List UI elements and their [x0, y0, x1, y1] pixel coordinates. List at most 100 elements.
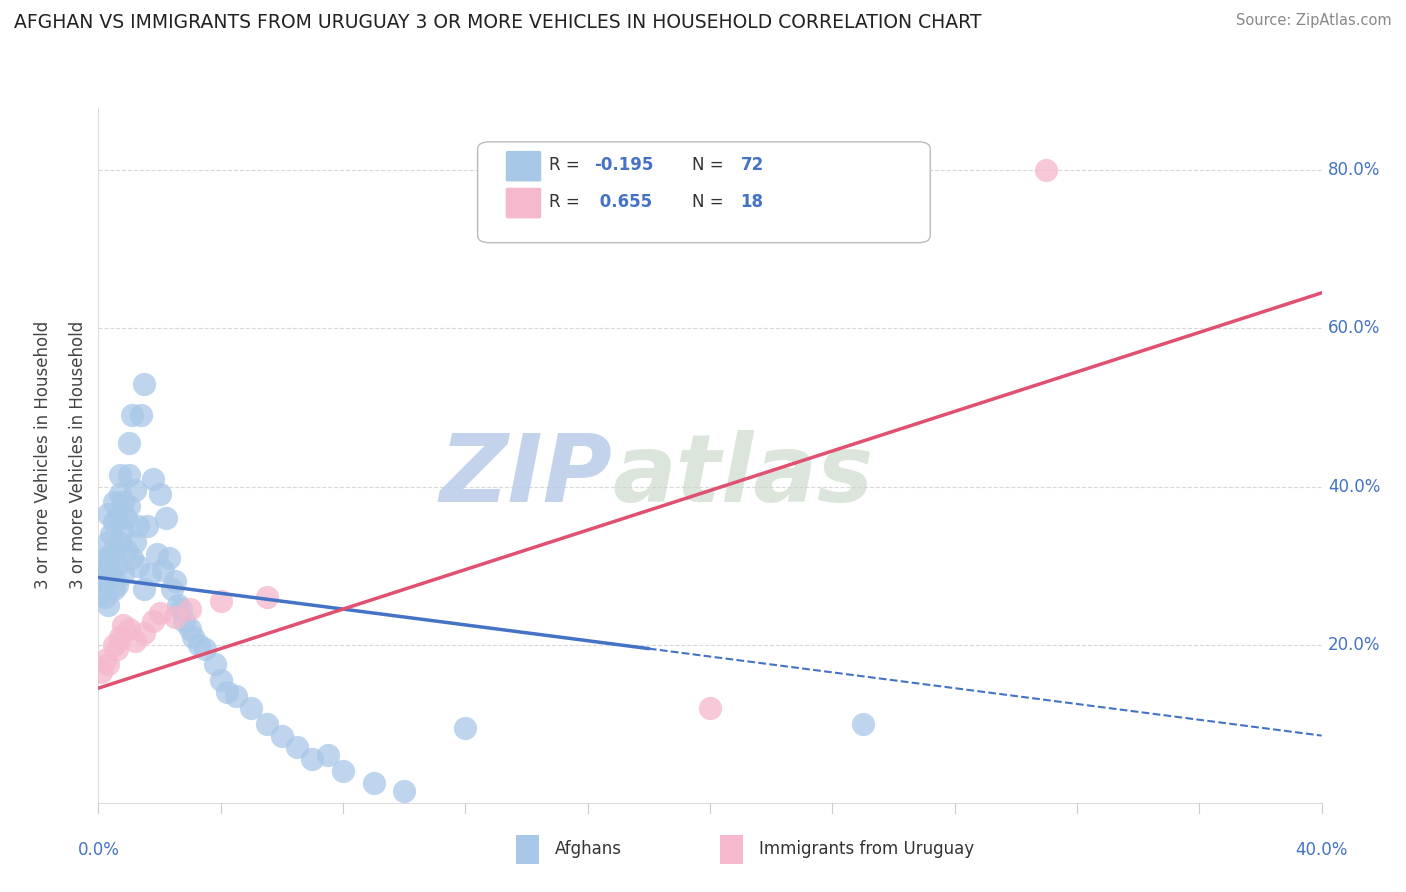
Point	[163, 610, 186, 624]
Text: 40.0%: 40.0%	[1295, 841, 1348, 859]
Text: Immigrants from Uruguay: Immigrants from Uruguay	[759, 840, 974, 858]
Point	[136, 519, 159, 533]
Point	[124, 483, 146, 498]
Text: AFGHAN VS IMMIGRANTS FROM URUGUAY 3 OR MORE VEHICLES IN HOUSEHOLD CORRELATION CH: AFGHAN VS IMMIGRANTS FROM URUGUAY 3 OR M…	[14, 13, 981, 32]
Point	[118, 622, 141, 636]
Point	[105, 641, 128, 656]
Point	[108, 487, 131, 501]
Point	[124, 534, 146, 549]
Point	[118, 500, 141, 514]
Y-axis label: 3 or more Vehicles in Household: 3 or more Vehicles in Household	[69, 321, 87, 589]
Point	[103, 582, 125, 597]
Point	[129, 409, 152, 423]
Point	[103, 515, 125, 529]
Point	[103, 638, 125, 652]
Point	[215, 685, 238, 699]
Point	[225, 689, 247, 703]
Point	[209, 673, 232, 688]
Point	[121, 409, 143, 423]
Point	[93, 550, 115, 565]
Text: 80.0%: 80.0%	[1327, 161, 1381, 179]
Point	[100, 527, 122, 541]
Point	[699, 701, 721, 715]
Point	[363, 776, 385, 790]
Point	[285, 740, 308, 755]
Text: 0.0%: 0.0%	[77, 841, 120, 859]
Point	[145, 547, 167, 561]
Text: Afghans: Afghans	[555, 840, 623, 858]
Point	[204, 657, 226, 672]
Point	[142, 614, 165, 628]
Text: 20.0%: 20.0%	[1327, 636, 1381, 654]
Text: N =: N =	[692, 193, 728, 211]
Text: R =: R =	[548, 193, 585, 211]
FancyBboxPatch shape	[506, 151, 541, 181]
Text: Source: ZipAtlas.com: Source: ZipAtlas.com	[1236, 13, 1392, 29]
Point	[134, 625, 156, 640]
Point	[103, 495, 125, 509]
Point	[127, 519, 149, 533]
Point	[90, 665, 112, 680]
Point	[139, 566, 162, 581]
Point	[118, 436, 141, 450]
Point	[155, 511, 177, 525]
Text: 18: 18	[741, 193, 763, 211]
Point	[167, 598, 190, 612]
FancyBboxPatch shape	[506, 187, 541, 219]
Point	[194, 641, 217, 656]
Point	[170, 602, 193, 616]
Point	[111, 618, 134, 632]
Point	[103, 542, 125, 557]
Text: 0.655: 0.655	[593, 193, 652, 211]
Point	[93, 591, 115, 605]
Point	[115, 542, 138, 557]
Point	[90, 586, 112, 600]
Point	[105, 578, 128, 592]
Text: atlas: atlas	[612, 430, 873, 522]
Point	[163, 574, 186, 589]
Point	[105, 511, 128, 525]
Point	[392, 784, 416, 798]
FancyBboxPatch shape	[478, 142, 931, 243]
Point	[97, 507, 120, 521]
Point	[97, 563, 120, 577]
Point	[111, 523, 134, 537]
Point	[100, 550, 122, 565]
Text: 72: 72	[741, 156, 763, 174]
Point	[301, 752, 323, 766]
Point	[111, 495, 134, 509]
Point	[97, 657, 120, 672]
Point	[160, 582, 183, 597]
Point	[90, 555, 112, 569]
Text: N =: N =	[692, 156, 728, 174]
Point	[93, 653, 115, 667]
Point	[97, 598, 120, 612]
Point	[118, 467, 141, 482]
Point	[108, 534, 131, 549]
Point	[90, 570, 112, 584]
Point	[111, 566, 134, 581]
Point	[181, 630, 204, 644]
Point	[134, 376, 156, 391]
Point	[188, 638, 211, 652]
Point	[852, 716, 875, 731]
Point	[179, 602, 201, 616]
Point	[157, 550, 180, 565]
Point	[115, 511, 138, 525]
Text: R =: R =	[548, 156, 585, 174]
Point	[256, 591, 278, 605]
Point	[1035, 163, 1057, 178]
Point	[108, 467, 131, 482]
Text: -0.195: -0.195	[593, 156, 654, 174]
Point	[270, 729, 292, 743]
Point	[93, 574, 115, 589]
Point	[134, 582, 156, 597]
Point	[127, 558, 149, 573]
Point	[97, 534, 120, 549]
Point	[179, 622, 201, 636]
Text: 40.0%: 40.0%	[1327, 477, 1381, 496]
Point	[332, 764, 354, 779]
Point	[209, 594, 232, 608]
Text: ZIP: ZIP	[439, 430, 612, 522]
Point	[108, 630, 131, 644]
